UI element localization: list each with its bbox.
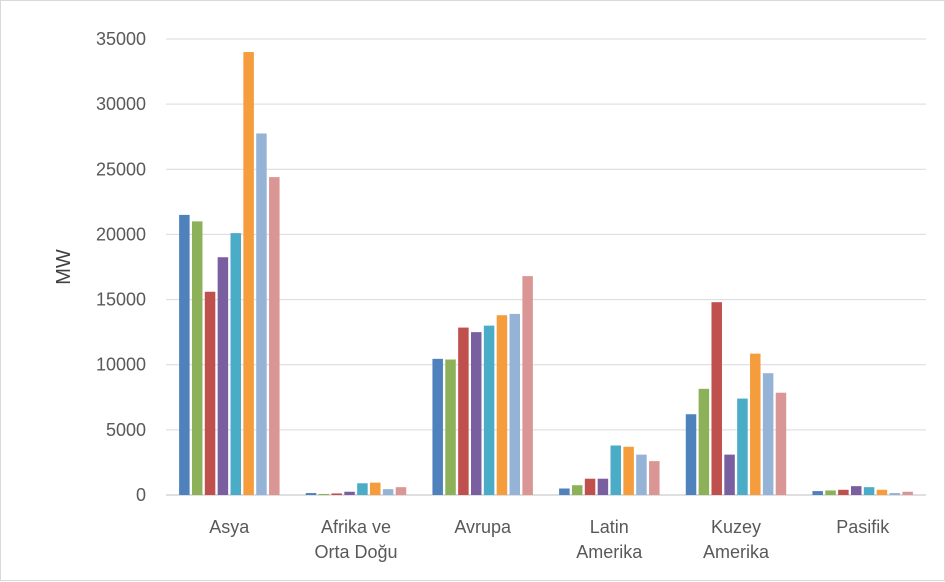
x-tick-label: Kuzey: [711, 517, 761, 537]
bar: [559, 488, 570, 495]
bar: [877, 490, 888, 495]
bar: [750, 354, 761, 495]
bar: [649, 461, 660, 495]
bar: [306, 493, 317, 495]
bar: [522, 276, 533, 495]
bar: [851, 486, 862, 495]
bar: [243, 52, 254, 495]
bar: [458, 328, 469, 495]
x-tick-label: Amerika: [703, 542, 770, 562]
bar: [383, 489, 394, 495]
bar: [611, 445, 622, 495]
bar: [471, 332, 482, 495]
y-tick-label: 5000: [106, 420, 146, 440]
bar: [205, 292, 216, 495]
bar: [598, 479, 609, 495]
bar: [686, 414, 697, 495]
bar: [776, 393, 787, 495]
bar: [331, 493, 342, 495]
y-tick-label: 0: [136, 485, 146, 505]
bar: [497, 315, 508, 495]
y-tick-label: 10000: [96, 355, 146, 375]
bar: [902, 492, 913, 495]
bar: [585, 479, 596, 495]
bar: [432, 359, 443, 495]
bar: [357, 483, 368, 495]
y-tick-label: 25000: [96, 159, 146, 179]
bar: [396, 487, 407, 495]
bar: [763, 373, 774, 495]
x-tick-label: Avrupa: [454, 517, 512, 537]
bar: [812, 491, 823, 495]
bar: [231, 233, 242, 495]
bar: [699, 389, 710, 495]
bar: [179, 215, 190, 495]
bar: [838, 490, 849, 495]
y-tick-label: 35000: [96, 29, 146, 49]
gridlines: [166, 39, 926, 495]
y-tick-label: 15000: [96, 290, 146, 310]
x-tick-labels: Asya Afrika ve Orta Doğu Avrupa Latin Amerika…: [209, 517, 890, 562]
x-tick-label: Pasifik: [836, 517, 890, 537]
x-tick-label: Afrika ve: [321, 517, 391, 537]
bar: [218, 257, 229, 495]
bar: [825, 490, 836, 495]
x-tick-label: Asya: [209, 517, 250, 537]
x-tick-label: Amerika: [576, 542, 643, 562]
y-axis-label: MW: [53, 249, 75, 285]
x-tick-label: Latin: [590, 517, 629, 537]
bar: [737, 399, 748, 495]
y-tick-label: 30000: [96, 94, 146, 114]
bar: [572, 485, 583, 495]
bar: [192, 221, 203, 495]
bar: [890, 493, 901, 495]
bar: [864, 487, 875, 495]
bar: [724, 455, 735, 495]
bar: [319, 494, 330, 495]
x-tick-label: Orta Doğu: [314, 542, 397, 562]
bars: [179, 52, 913, 495]
bar: [636, 455, 647, 495]
bar: [344, 492, 355, 495]
bar: [256, 133, 267, 495]
bar: [484, 326, 495, 495]
bar: [623, 447, 634, 495]
y-tick-labels: 0 5000 10000 15000 20000 25000 30000 35000: [96, 29, 146, 505]
y-tick-label: 20000: [96, 224, 146, 244]
bar: [445, 360, 456, 496]
bar: [711, 302, 722, 495]
bar: [370, 483, 381, 495]
bar: [269, 177, 280, 495]
bar: [510, 314, 521, 495]
